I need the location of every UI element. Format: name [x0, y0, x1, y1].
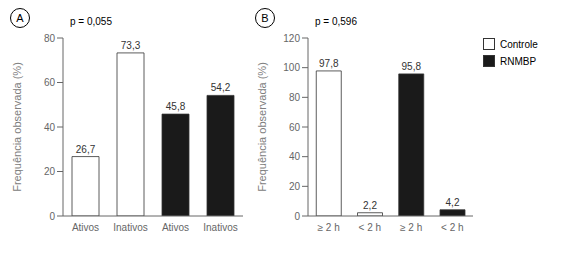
svg-text:< 2 h: < 2 h	[359, 222, 382, 233]
svg-text:80: 80	[289, 92, 301, 103]
svg-text:40: 40	[44, 122, 56, 133]
svg-text:Inativos: Inativos	[203, 222, 237, 233]
html-text:p = 0,596: p = 0,596	[315, 16, 357, 27]
html-text:p = 0,055: p = 0,055	[70, 16, 112, 27]
svg-text:≥ 2 h: ≥ 2 h	[400, 222, 422, 233]
svg-text:20: 20	[44, 166, 56, 177]
svg-text:120: 120	[283, 33, 300, 44]
svg-text:20: 20	[289, 181, 301, 192]
svg-text:73,3: 73,3	[121, 40, 141, 51]
svg-text:97,8: 97,8	[319, 58, 339, 69]
svg-text:45,8: 45,8	[166, 101, 186, 112]
svg-text:100: 100	[283, 62, 300, 73]
html-text:Controle: Controle	[500, 38, 538, 50]
svg-text:60: 60	[44, 77, 56, 88]
html-text:A: A	[16, 12, 24, 24]
svg-text:60: 60	[289, 122, 301, 133]
svg-text:Ativos: Ativos	[162, 222, 189, 233]
svg-text:40: 40	[289, 151, 301, 162]
svg-text:95,8: 95,8	[402, 61, 422, 72]
svg-text:Inativos: Inativos	[113, 222, 147, 233]
html-text:RNMBP: RNMBP	[500, 55, 537, 67]
svg-text:< 2 h: < 2 h	[441, 222, 464, 233]
svg-text:0: 0	[294, 211, 300, 222]
svg-text:≥ 2 h: ≥ 2 h	[318, 222, 340, 233]
svg-text:0: 0	[49, 211, 55, 222]
svg-text:Frequência observada (%): Frequência observada (%)	[11, 62, 23, 192]
svg-text:80: 80	[44, 33, 56, 44]
svg-text:54,2: 54,2	[211, 82, 231, 93]
svg-text:26,7: 26,7	[76, 144, 96, 155]
html-text:B: B	[261, 12, 269, 24]
svg-text:4,2: 4,2	[446, 197, 460, 208]
svg-text:Ativos: Ativos	[72, 222, 99, 233]
svg-text:Frequência observada (%): Frequência observada (%)	[256, 62, 268, 192]
svg-text:2,2: 2,2	[363, 200, 377, 211]
